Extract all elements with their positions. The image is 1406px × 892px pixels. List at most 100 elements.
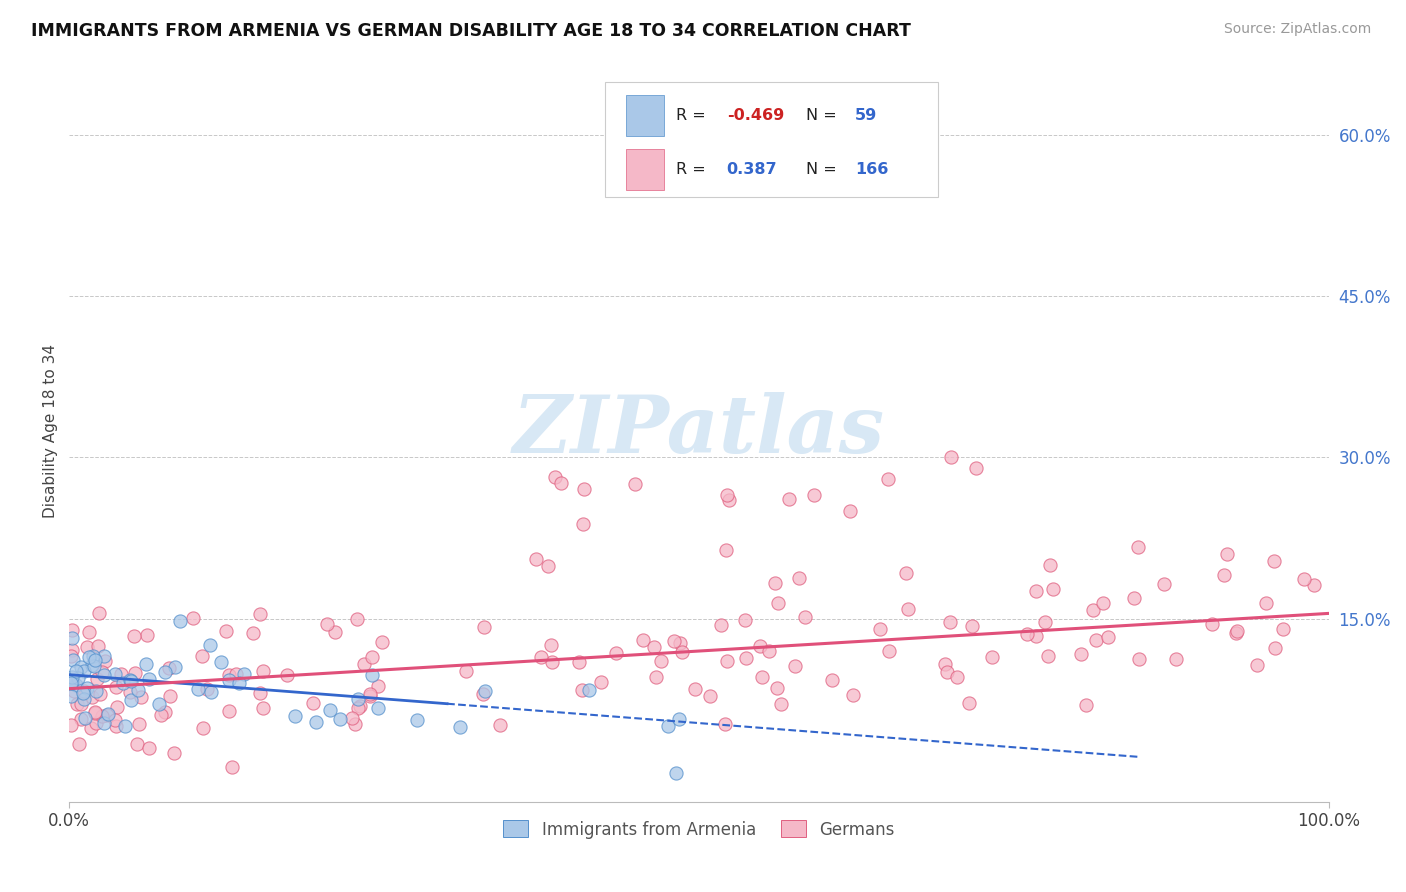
Point: [138, 672, 160, 686]
Point: [589, 674, 612, 689]
Point: [84, 653, 107, 667]
Point: [571, 682, 593, 697]
Point: [72, 685, 94, 699]
Point: [163, 747, 186, 761]
Point: [60, 689, 83, 703]
Point: [751, 670, 773, 684]
Point: [1254, 596, 1277, 610]
Point: [191, 649, 214, 664]
Point: [73, 711, 96, 725]
Point: [91, 665, 114, 679]
Point: [1213, 567, 1236, 582]
Text: 59: 59: [855, 108, 877, 123]
Point: [524, 552, 547, 566]
Point: [474, 620, 496, 634]
Point: [758, 644, 780, 658]
Point: [252, 701, 274, 715]
Point: [86, 672, 108, 686]
Point: [249, 607, 271, 621]
Point: [820, 673, 842, 688]
Point: [283, 709, 305, 723]
Point: [1039, 558, 1062, 572]
Point: [252, 664, 274, 678]
Point: [713, 716, 735, 731]
Point: [77, 625, 100, 640]
Point: [1272, 622, 1295, 636]
Point: [198, 638, 221, 652]
Point: [228, 675, 250, 690]
Point: [59, 675, 82, 690]
Point: [765, 681, 787, 696]
Point: [877, 472, 900, 486]
Point: [877, 644, 900, 658]
Point: [149, 708, 172, 723]
Point: [120, 673, 142, 688]
Point: [1264, 641, 1286, 656]
Point: [1091, 596, 1114, 610]
Text: 0.387: 0.387: [727, 162, 778, 177]
Point: [650, 654, 672, 668]
Point: [120, 693, 142, 707]
Point: [84, 716, 107, 731]
Point: [66, 671, 89, 685]
Point: [568, 656, 591, 670]
Point: [960, 619, 983, 633]
Point: [128, 716, 150, 731]
Point: [530, 649, 553, 664]
Point: [112, 676, 135, 690]
Point: [163, 660, 186, 674]
Point: [1017, 627, 1039, 641]
Point: [1074, 698, 1097, 713]
Point: [343, 717, 366, 731]
Text: R =: R =: [676, 108, 711, 123]
Point: [125, 737, 148, 751]
Point: [218, 673, 240, 687]
Point: [1036, 648, 1059, 663]
Point: [685, 682, 707, 697]
Point: [710, 617, 733, 632]
Point: [471, 687, 494, 701]
Point: [897, 601, 920, 615]
Point: [749, 640, 772, 654]
Point: [714, 543, 737, 558]
Point: [118, 673, 141, 687]
Point: [159, 689, 181, 703]
Point: [353, 657, 375, 671]
Point: [1166, 651, 1188, 665]
Point: [136, 628, 159, 642]
Point: [803, 488, 825, 502]
Point: [1025, 629, 1047, 643]
Point: [671, 645, 693, 659]
Point: [127, 683, 149, 698]
Point: [644, 670, 666, 684]
Point: [537, 559, 560, 574]
Point: [84, 683, 107, 698]
Point: [77, 650, 100, 665]
Point: [181, 611, 204, 625]
Point: [572, 516, 595, 531]
Point: [894, 566, 917, 580]
Point: [839, 504, 862, 518]
Point: [474, 684, 496, 698]
Point: [65, 678, 87, 692]
Point: [957, 697, 980, 711]
Point: [783, 659, 806, 673]
Point: [1225, 625, 1247, 640]
Text: N =: N =: [806, 162, 842, 177]
Point: [73, 664, 96, 678]
Point: [668, 712, 690, 726]
Point: [83, 658, 105, 673]
Point: [76, 681, 98, 695]
Point: [214, 624, 236, 639]
Point: [662, 634, 685, 648]
Point: [361, 649, 384, 664]
Point: [103, 666, 125, 681]
Point: [624, 477, 647, 491]
Point: [153, 705, 176, 719]
Point: [315, 616, 337, 631]
Point: [543, 469, 565, 483]
Point: [200, 684, 222, 698]
Point: [643, 640, 665, 654]
Point: [540, 638, 562, 652]
Point: [80, 657, 103, 672]
